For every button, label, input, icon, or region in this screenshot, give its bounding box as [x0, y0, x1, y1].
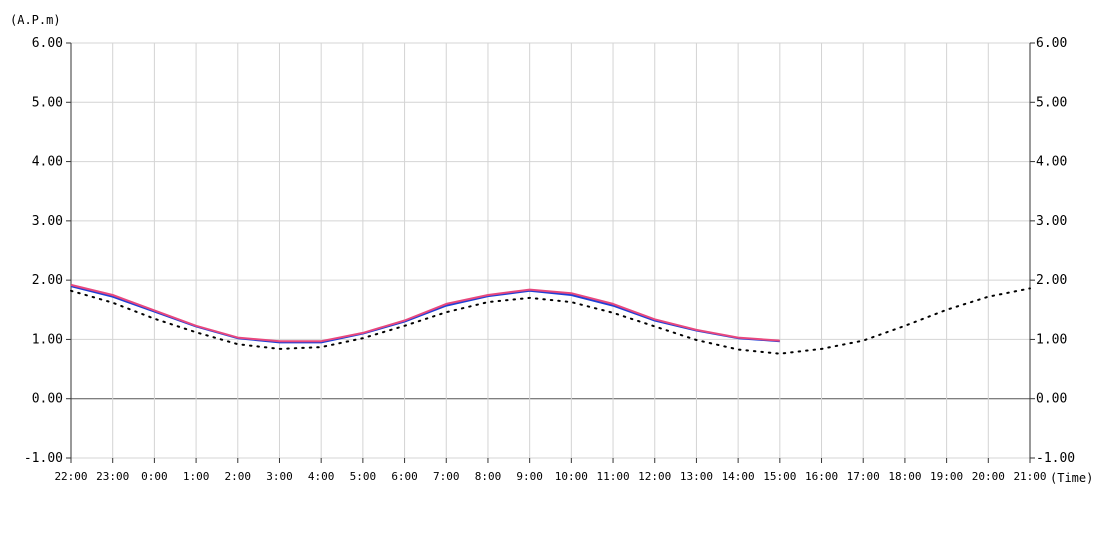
x-tick-label: 2:00 [225, 470, 252, 483]
x-tick-label: 5:00 [350, 470, 377, 483]
y-tick-label-left: 2.00 [32, 273, 63, 288]
series [70, 283, 1031, 355]
y-tick-label-right: 2.00 [1036, 273, 1067, 288]
grid [70, 42, 1031, 459]
y-tick-label-right: 5.00 [1036, 95, 1067, 110]
y-tick-label-left: 5.00 [32, 95, 63, 110]
y-tick-label-right: 6.00 [1036, 36, 1067, 51]
series-line-1 [70, 285, 780, 344]
y-tick-label-left: 3.00 [32, 214, 63, 229]
x-axis-unit-label: (Time) [1050, 471, 1093, 485]
x-tick-label: 15:00 [763, 470, 796, 483]
x-tick-label: 7:00 [433, 470, 460, 483]
y-tick-label-left: -1.00 [24, 451, 63, 466]
y-tick-label-right: 3.00 [1036, 214, 1067, 229]
x-tick-label: 3:00 [266, 470, 293, 483]
y-tick-label-left: 0.00 [32, 392, 63, 407]
x-tick-label: 11:00 [596, 470, 629, 483]
x-tick-label: 8:00 [475, 470, 502, 483]
x-tick-label: 21:00 [1013, 470, 1046, 483]
x-tick-label: 19:00 [930, 470, 963, 483]
x-tick-label: 9:00 [516, 470, 543, 483]
y-tick-label-right: 1.00 [1036, 332, 1067, 347]
y-tick-label-right: 0.00 [1036, 392, 1067, 407]
x-tick-label: 0:00 [141, 470, 168, 483]
y-tick-label-left: 4.00 [32, 155, 63, 170]
x-tick-label: 4:00 [308, 470, 335, 483]
series-line-2 [70, 283, 780, 343]
axes [66, 42, 1035, 463]
x-tick-label: 23:00 [96, 470, 129, 483]
x-tick-label: 12:00 [638, 470, 671, 483]
x-tick-label: 10:00 [555, 470, 588, 483]
labels: (A.P.m) (Time) 6.00 6.00 5.00 5.00 4.00 4.00 3… [10, 13, 1093, 485]
y-tick-label-left: 1.00 [32, 332, 63, 347]
y-axis-unit-label: (A.P.m) [10, 13, 61, 27]
x-tick-label: 18:00 [888, 470, 921, 483]
series-line-3 [70, 287, 1031, 355]
y-tick-label-right: 4.00 [1036, 155, 1067, 170]
x-tick-label: 6:00 [391, 470, 418, 483]
x-tick-label: 14:00 [722, 470, 755, 483]
x-tick-label: 20:00 [972, 470, 1005, 483]
x-tick-label: 22:00 [54, 470, 87, 483]
y-tick-label-right: -1.00 [1036, 451, 1075, 466]
y-tick-label-left: 6.00 [32, 36, 63, 51]
x-tick-label: 13:00 [680, 470, 713, 483]
x-tick-label: 17:00 [847, 470, 880, 483]
x-tick-label: 16:00 [805, 470, 838, 483]
x-tick-label: 1:00 [183, 470, 210, 483]
